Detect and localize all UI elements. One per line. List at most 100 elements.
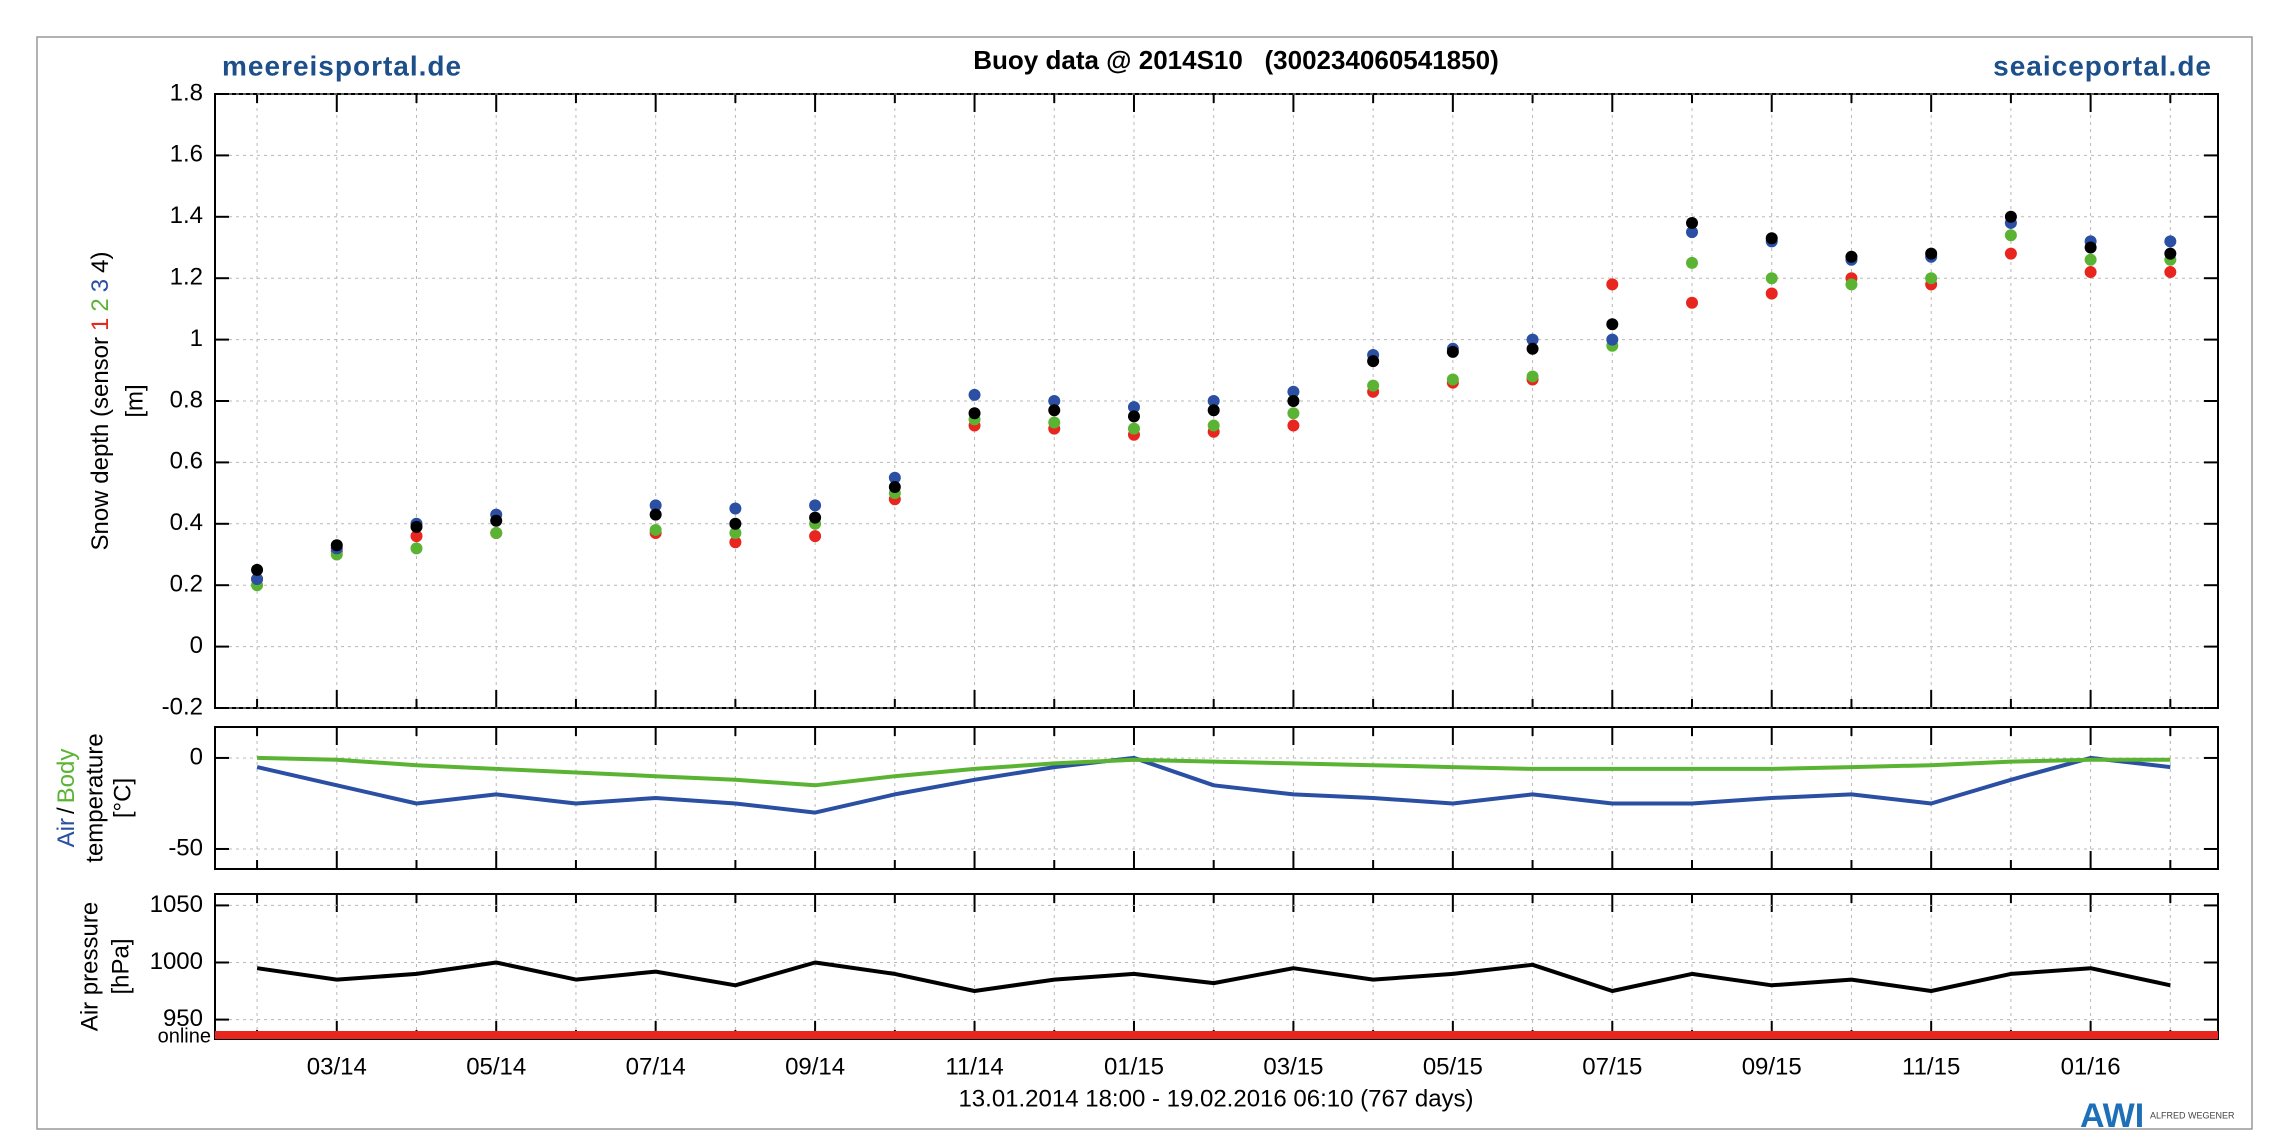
y-tick-label: 1.8 bbox=[170, 79, 203, 106]
x-tick-label: 05/14 bbox=[466, 1053, 526, 1080]
data-point bbox=[888, 471, 901, 484]
data-point bbox=[968, 407, 981, 420]
chart-title: Buoy data @ 2014S10 (300234060541850) bbox=[973, 45, 1498, 75]
data-point bbox=[1367, 355, 1380, 368]
data-point bbox=[2084, 241, 2097, 254]
data-point bbox=[1686, 256, 1699, 269]
data-point bbox=[1606, 278, 1619, 291]
data-point bbox=[1207, 419, 1220, 432]
x-tick-label: 07/14 bbox=[626, 1053, 686, 1080]
legend-entry: Air bbox=[53, 818, 80, 847]
y-tick-label: 0.4 bbox=[170, 509, 203, 536]
data-point bbox=[2004, 247, 2017, 260]
legend-entry: 2 bbox=[87, 298, 114, 311]
data-point bbox=[1526, 342, 1539, 355]
data-point bbox=[1207, 395, 1220, 407]
y-axis-unit: [°C] bbox=[109, 778, 136, 818]
data-point bbox=[1526, 370, 1539, 383]
data-point bbox=[2084, 253, 2097, 266]
data-point bbox=[809, 499, 822, 512]
data-point bbox=[1686, 296, 1699, 309]
data-point bbox=[490, 514, 503, 527]
data-point bbox=[2164, 266, 2177, 279]
data-point bbox=[1287, 385, 1300, 398]
data-point bbox=[1127, 422, 1140, 435]
site-left: meereisportal.de bbox=[222, 50, 462, 81]
data-point bbox=[888, 480, 901, 493]
data-point bbox=[1606, 318, 1619, 331]
y-tick-label: 0 bbox=[190, 632, 203, 659]
data-point bbox=[729, 517, 742, 530]
data-point bbox=[1048, 395, 1061, 407]
data-point bbox=[1287, 419, 1300, 432]
x-tick-label: 09/15 bbox=[1742, 1053, 1802, 1080]
data-point bbox=[1048, 416, 1061, 429]
x-caption: 13.01.2014 18:00 - 19.02.2016 06:10 (767… bbox=[958, 1085, 1473, 1112]
data-point bbox=[649, 499, 662, 512]
y-tick-label: 1050 bbox=[150, 891, 203, 918]
y-axis-unit: [m] bbox=[121, 384, 148, 417]
data-point bbox=[1207, 404, 1220, 417]
plot-area bbox=[214, 726, 2219, 870]
data-point bbox=[649, 508, 662, 521]
data-point bbox=[729, 536, 742, 549]
y-tick-label: 1.6 bbox=[170, 141, 203, 168]
data-point bbox=[1127, 401, 1140, 414]
x-tick-label: 05/15 bbox=[1423, 1053, 1483, 1080]
x-tick-label: 09/14 bbox=[785, 1053, 845, 1080]
y-axis-legend: Air / Body bbox=[53, 749, 80, 848]
x-tick-label: 03/15 bbox=[1263, 1053, 1323, 1080]
data-line bbox=[256, 755, 2171, 815]
y-axis-title: temperature bbox=[81, 733, 108, 862]
y-axis-title: Air pressure bbox=[76, 902, 103, 1031]
legend-entry: 3 bbox=[87, 279, 114, 292]
y-tick-label: -50 bbox=[168, 834, 203, 861]
legend-entry: 1 bbox=[87, 318, 114, 331]
x-tick-label: 01/15 bbox=[1104, 1053, 1164, 1080]
data-point bbox=[649, 523, 662, 536]
data-point bbox=[809, 530, 822, 543]
data-point bbox=[1606, 333, 1619, 346]
data-line bbox=[256, 960, 2171, 993]
data-point bbox=[1686, 226, 1699, 239]
legend-separator: / bbox=[53, 807, 80, 814]
y-tick-label: 1.2 bbox=[170, 264, 203, 291]
data-point bbox=[2084, 266, 2097, 279]
data-point bbox=[1925, 272, 1938, 285]
data-point bbox=[729, 502, 742, 515]
data-point bbox=[1446, 373, 1459, 386]
data-point bbox=[1446, 345, 1459, 358]
y-axis-title: Snow depth (sensor 1 2 3 4) bbox=[87, 252, 114, 551]
status-bar bbox=[215, 1031, 2218, 1039]
logo-text: ALFRED WEGENER bbox=[2150, 1110, 2235, 1120]
y-tick-label: 0.6 bbox=[170, 448, 203, 475]
data-point bbox=[330, 539, 343, 552]
data-point bbox=[1925, 247, 1938, 260]
y-axis-title-text: ) bbox=[87, 252, 114, 260]
data-point bbox=[1765, 232, 1778, 245]
y-tick-label: 1 bbox=[190, 325, 203, 352]
data-point bbox=[1845, 250, 1858, 263]
legend-entry: 4 bbox=[87, 260, 114, 273]
data-line bbox=[257, 755, 2171, 788]
data-point bbox=[251, 573, 264, 586]
data-point bbox=[410, 520, 423, 533]
x-tick-label: 03/14 bbox=[307, 1053, 367, 1080]
data-point bbox=[2164, 235, 2177, 248]
site-right: seaiceportal.de bbox=[1993, 50, 2212, 81]
data-point bbox=[2004, 229, 2017, 242]
data-point bbox=[251, 563, 264, 576]
data-point bbox=[1048, 404, 1061, 417]
data-point bbox=[410, 542, 423, 555]
y-tick-label: 950 bbox=[163, 1005, 203, 1032]
logo-mark: AWI bbox=[2080, 1097, 2144, 1130]
y-axis-unit: [hPa] bbox=[107, 938, 134, 994]
data-point bbox=[1367, 379, 1380, 392]
data-point bbox=[1765, 272, 1778, 285]
y-tick-label: 0.2 bbox=[170, 571, 203, 598]
data-point bbox=[809, 511, 822, 524]
y-axis-title-text: Snow depth (sensor bbox=[87, 337, 114, 550]
status-label: online bbox=[158, 1025, 211, 1047]
